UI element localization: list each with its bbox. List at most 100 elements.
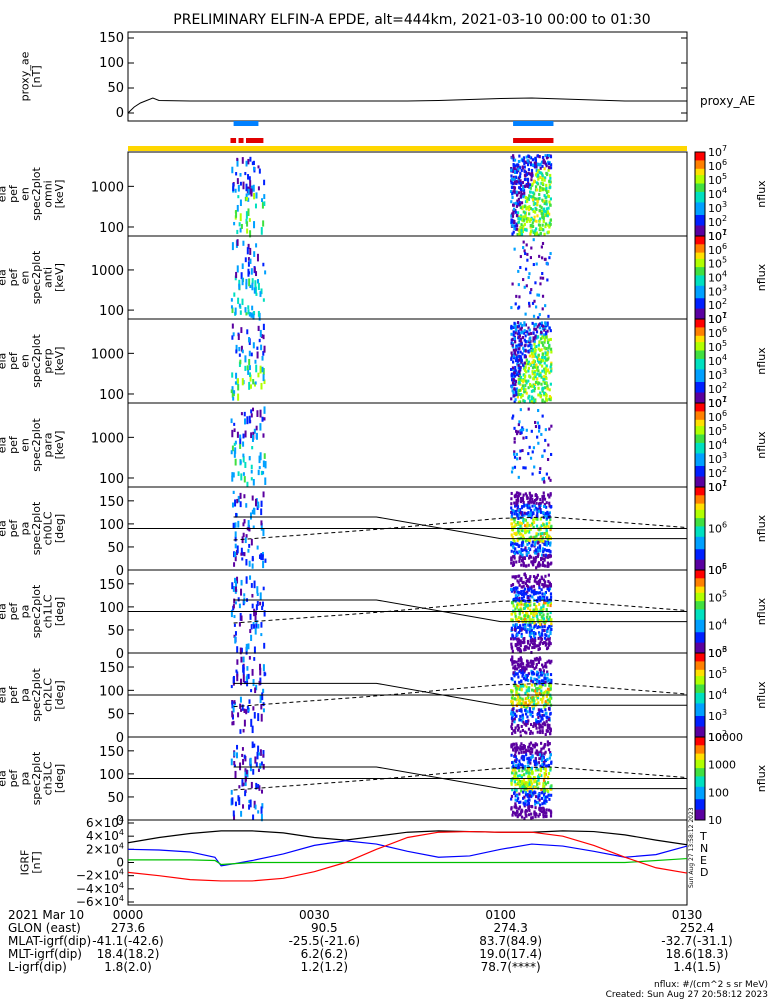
spectrogram-cell xyxy=(525,381,528,385)
spectrogram-cell xyxy=(542,784,545,788)
spectrogram-cell xyxy=(532,500,535,504)
spectrogram-cell xyxy=(261,366,264,373)
spectrogram-cell xyxy=(260,622,263,628)
spectrogram-cell xyxy=(522,676,526,680)
spectrogram-cell xyxy=(526,199,529,203)
spectrogram-cell xyxy=(234,499,237,507)
spectrogram-cell xyxy=(515,588,518,592)
panel-en-para-colorbar-segment xyxy=(695,461,705,465)
spectrogram-cell xyxy=(522,561,525,565)
spectrogram-cell xyxy=(533,504,536,508)
spectrogram-cell xyxy=(546,341,550,345)
spectrogram-cell xyxy=(518,813,522,817)
spectrogram-cell xyxy=(233,390,236,394)
spectrogram-cell xyxy=(520,632,523,636)
spectrogram-cell xyxy=(245,643,248,652)
spectrogram-cell xyxy=(540,321,544,325)
spectrogram-cell xyxy=(512,224,515,228)
panel-en-anti-ylabel: [keV] xyxy=(53,263,66,292)
spectrogram-cell xyxy=(531,791,534,795)
spectrogram-cell xyxy=(528,332,531,336)
spectrogram-cell xyxy=(259,601,262,606)
spectrogram-cell xyxy=(512,354,515,358)
spectrogram-cell xyxy=(233,449,236,458)
spectrogram-cell xyxy=(541,663,544,667)
panel-en-anti-cells xyxy=(230,238,552,321)
spectrogram-cell xyxy=(251,555,254,562)
spectrogram-cell xyxy=(242,433,245,439)
spectrogram-cell xyxy=(511,389,514,393)
spectrogram-cell xyxy=(531,158,534,162)
spectrogram-cell xyxy=(525,579,528,583)
spectrogram-cell xyxy=(549,592,553,596)
panel-pa-ch1LC-colorbar-segment xyxy=(695,644,705,648)
spectrogram-cell xyxy=(235,344,238,352)
spectrogram-cell xyxy=(549,554,552,558)
spectrogram-cell xyxy=(531,731,534,735)
spectrogram-cell xyxy=(519,194,522,198)
spectrogram-cell xyxy=(515,660,518,664)
panel-en-perp-colorbar-segment xyxy=(695,386,705,389)
spectrogram-cell xyxy=(546,278,549,282)
spectrogram-cell xyxy=(511,563,515,567)
spectrogram-cell xyxy=(510,794,514,798)
spectrogram-cell xyxy=(543,676,546,680)
panel-en-omni-colorbar-segment xyxy=(695,225,705,229)
spectrogram-cell xyxy=(529,493,532,497)
spectrogram-cell xyxy=(512,203,515,207)
spectrogram-cell xyxy=(244,365,247,371)
spectrogram-cell xyxy=(549,505,552,509)
spectrogram-cell xyxy=(534,742,537,746)
spectrogram-cell xyxy=(528,577,531,581)
spectrogram-cell xyxy=(549,185,552,189)
time-axis-row-value: 83.7(84.9) xyxy=(479,934,542,948)
spectrogram-cell xyxy=(534,678,537,682)
spectrogram-cell xyxy=(512,219,515,223)
panel-en-omni-ylabel: spec2plot xyxy=(30,167,43,221)
panel-en-para-colorbar-segment xyxy=(695,459,705,463)
spectrogram-cell xyxy=(534,158,537,162)
spectrogram-cell xyxy=(540,632,544,636)
spectrogram-cell xyxy=(253,221,256,229)
spectrogram-cell xyxy=(519,511,522,515)
spectrogram-cell xyxy=(539,549,542,553)
spectrogram-cell xyxy=(515,623,518,627)
spectrogram-cell xyxy=(522,218,526,222)
spectrogram-cell xyxy=(526,761,529,765)
spectrogram-cell xyxy=(526,673,529,677)
spectrogram-cell xyxy=(538,502,541,506)
spectrogram-cell xyxy=(536,365,539,369)
panel-pa-ch2LC-colorbar-segment xyxy=(695,720,705,723)
spectrogram-cell xyxy=(546,262,549,266)
panel-en-omni-colorbar-tick: 104 xyxy=(708,186,727,201)
spectrogram-cell xyxy=(534,723,537,727)
spectrogram-cell xyxy=(251,593,254,598)
spectrogram-cell xyxy=(547,189,550,193)
spectrogram-cell xyxy=(545,584,548,588)
spectrogram-cell xyxy=(523,637,526,641)
spectrogram-cell xyxy=(512,356,516,360)
spectrogram-cell xyxy=(549,684,552,688)
spectrogram-cell xyxy=(262,586,265,591)
panel-pa-ch2LC-ylabel: ch2LC xyxy=(41,678,54,712)
spectrogram-cell xyxy=(530,795,533,799)
spectrogram-cell xyxy=(531,540,534,544)
spectrogram-cell xyxy=(244,196,247,202)
spectrogram-cell xyxy=(532,314,536,318)
spectrogram-cell xyxy=(538,691,541,695)
panel-pa-ch0LC-colorbar-segment xyxy=(695,489,705,492)
spectrogram-cell xyxy=(245,676,248,682)
spectrogram-cell xyxy=(258,554,261,559)
spectrogram-cell xyxy=(520,386,524,390)
spectrogram-cell xyxy=(513,247,516,251)
spectrogram-cell xyxy=(251,563,254,569)
spectrogram-cell xyxy=(519,322,522,326)
panel-pa-ch2LC-colorbar-segment xyxy=(695,705,705,709)
panel-pa-ch1LC-ylabel: ela xyxy=(0,603,8,620)
panel-en-para-colorbar-tick: 107 xyxy=(708,395,727,410)
spectrogram-cell xyxy=(529,399,532,403)
spectrogram-cell xyxy=(527,596,530,600)
spectrogram-cell xyxy=(254,687,257,694)
spectrogram-cell xyxy=(544,397,548,401)
spectrogram-cell xyxy=(517,593,520,597)
